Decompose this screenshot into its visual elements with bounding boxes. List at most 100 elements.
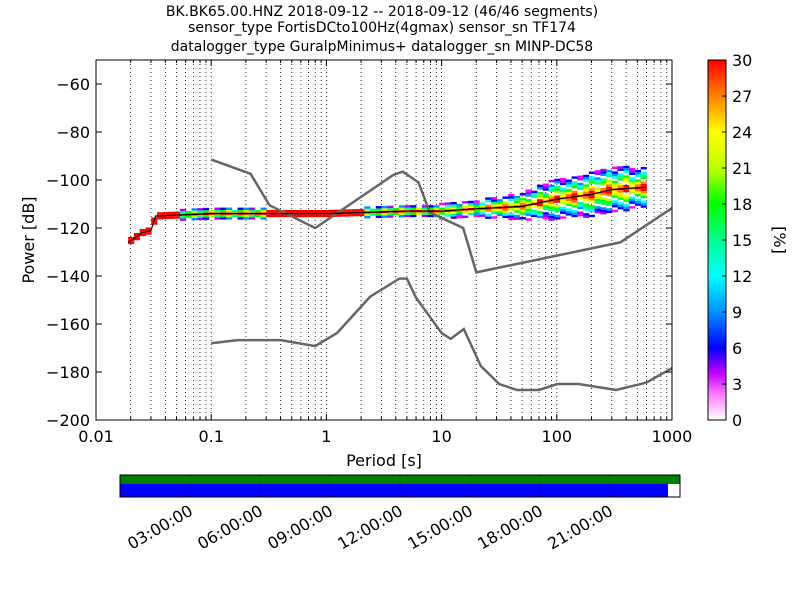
psd-density-cell — [358, 208, 365, 212]
psd-density-cell — [577, 206, 584, 210]
y-tick-label: −120 — [46, 219, 90, 238]
psd-density-cell — [490, 209, 498, 212]
y-axis-label: Power [dB] — [19, 196, 38, 283]
psd-density-cell — [496, 208, 503, 212]
psd-density-cell — [606, 181, 613, 185]
psd-density-cell — [237, 214, 244, 218]
colorbar-tick-label: 9 — [732, 303, 742, 322]
psd-density-cell — [554, 195, 561, 198]
psd-density-cell — [513, 207, 521, 211]
psd-density-cell — [220, 210, 227, 213]
psd-density-cell — [525, 213, 532, 216]
y-tick-label: −60 — [56, 75, 90, 94]
psd-density-cell — [525, 191, 532, 195]
psd-density-cell — [617, 194, 624, 198]
psd-density-cell — [611, 183, 619, 186]
psd-density-cell — [174, 211, 181, 214]
psd-density-cell — [571, 176, 578, 179]
psd-density-cell — [542, 205, 549, 208]
psd-density-cell — [335, 214, 342, 217]
psd-density-cell — [398, 214, 405, 218]
psd-density-cell — [404, 205, 411, 208]
psd-density-cell — [571, 197, 578, 201]
psd-density-cell — [519, 217, 526, 220]
psd-density-cell — [588, 190, 596, 194]
psd-density-cell — [571, 209, 578, 213]
psd-density-cell — [237, 217, 244, 220]
psd-density-cell — [565, 201, 572, 204]
y-axis-ticks: −60 −80 −100 −120 −140 −160 −180 −200 — [46, 75, 672, 430]
psd-density-cell — [548, 213, 555, 216]
x-tick-label: 1000 — [652, 427, 693, 446]
psd-density-cell — [617, 202, 624, 205]
psd-density-cell — [600, 183, 607, 186]
psd-density-cell — [375, 208, 382, 211]
psd-density-cell — [548, 179, 555, 183]
psd-density-cell — [421, 207, 428, 210]
psd-density-cell — [519, 193, 526, 196]
psd-density-cell — [548, 196, 555, 200]
psd-density-cell — [640, 171, 647, 175]
psd-density-cell — [485, 197, 492, 200]
psd-density-cell — [617, 192, 624, 195]
psd-density-cell — [433, 205, 440, 208]
psd-density-cell — [467, 212, 475, 216]
psd-density-cell — [266, 214, 273, 218]
psd-density-cell — [571, 214, 578, 218]
psd-density-cell — [485, 216, 492, 219]
psd-density-cell — [300, 214, 308, 218]
psd-density-cell — [128, 241, 135, 245]
psd-density-cell — [588, 178, 596, 182]
psd-density-cell — [634, 200, 642, 204]
psd-density-cell — [629, 206, 636, 209]
psd-density-cell — [623, 170, 630, 173]
colorbar-tick-label: 12 — [732, 267, 752, 286]
psd-density-cell — [202, 210, 210, 213]
psd-density-cell — [594, 196, 601, 199]
psd-density-cell — [571, 181, 578, 184]
psd-density-cell — [565, 181, 572, 185]
psd-density-cell — [404, 207, 411, 210]
psd-density-cell — [306, 210, 313, 213]
psd-density-cell — [577, 177, 584, 181]
psd-density-cell — [456, 213, 463, 216]
plot-background — [96, 60, 672, 420]
psd-density-cell — [179, 208, 187, 212]
psd-density-cell — [588, 197, 596, 201]
psd-density-cell — [560, 182, 567, 186]
psd-density-cell — [611, 185, 619, 189]
psd-density-cell — [588, 209, 596, 213]
ppsd-plot: 0.01 0.1 1 10 100 1000 −60 −80 −100 −120 −140 −160… — [19, 59, 693, 470]
psd-density-cell — [577, 175, 584, 178]
timeline-tick-label: 12:00:00 — [334, 501, 406, 553]
psd-density-cell — [629, 182, 636, 185]
psd-density-cell — [496, 203, 503, 207]
psd-density-cell — [617, 178, 624, 181]
psd-density-cell — [537, 194, 544, 197]
psd-density-cell — [640, 174, 647, 177]
psd-density-cell — [617, 197, 624, 200]
psd-density-cell — [629, 191, 636, 195]
psd-density-cell — [214, 207, 221, 210]
colorbar-tick-label: 18 — [732, 195, 752, 214]
psd-density-cell — [583, 208, 590, 211]
psd-density-cell — [404, 214, 411, 218]
psd-density-cell — [554, 178, 561, 182]
psd-density-cell — [427, 207, 434, 210]
psd-density-cell — [565, 203, 572, 206]
y-tick-label: −140 — [46, 267, 90, 286]
psd-density-cell — [577, 201, 584, 205]
psd-density-cell — [629, 167, 636, 171]
psd-density-cell — [560, 192, 567, 195]
psd-density-cell — [444, 214, 452, 217]
psd-density-cell — [629, 170, 636, 173]
psd-density-cell — [508, 193, 515, 197]
psd-density-cell — [600, 168, 607, 172]
plot-grid — [130, 60, 668, 420]
psd-density-cell — [611, 166, 619, 169]
psd-density-cell — [571, 183, 578, 186]
psd-density-cell — [450, 213, 457, 217]
data-coverage-bar — [120, 475, 680, 484]
psd-density-cell — [640, 183, 647, 187]
psd-density-cell — [479, 212, 486, 215]
